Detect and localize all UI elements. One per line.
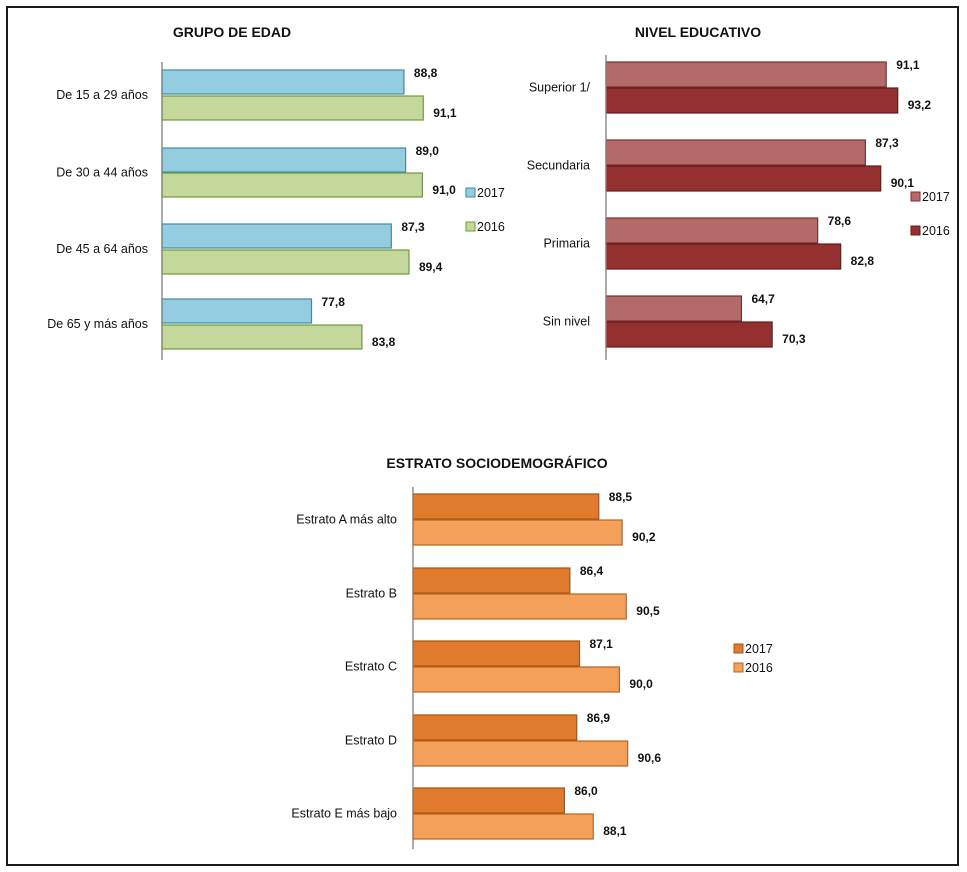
chart-1-category-label: De 15 a 29 años (56, 88, 148, 102)
chart-2-value-label-2016: 93,2 (908, 98, 932, 112)
chart-1-value-label-2017: 88,8 (414, 66, 438, 80)
chart-1-legend-label-2016: 2016 (477, 220, 505, 234)
chart-3-bar-2017 (412, 714, 578, 741)
chart-1-category-label: De 30 a 44 años (56, 166, 148, 180)
chart-2-bar-2017 (605, 295, 743, 322)
chart-2-bar-2017 (605, 139, 866, 166)
chart-1-legend-swatch-2017 (465, 187, 476, 198)
chart-1-category-label: De 65 y más años (47, 317, 148, 331)
chart-1-value-label-2016: 83,8 (372, 335, 396, 349)
chart-3-value-label-2016: 90,2 (632, 530, 656, 544)
chart-3-category-label: Estrato C (345, 660, 397, 674)
chart-1-legend-swatch-2016 (465, 221, 476, 232)
chart-1-bar-2016 (161, 172, 423, 198)
chart-2-value-label-2017: 91,1 (896, 58, 920, 72)
chart-2-legend-swatch-2016 (910, 225, 921, 236)
chart-1-value-label-2016: 89,4 (419, 260, 443, 274)
chart-1-bar-2017 (161, 223, 392, 249)
chart-3-value-label-2017: 86,9 (587, 711, 611, 725)
chart-3-value-label-2016: 90,6 (638, 751, 662, 765)
chart-3-bar-2016 (412, 740, 629, 767)
chart-3-legend-swatch-2016 (733, 662, 744, 673)
chart-3-bar-2016 (412, 519, 623, 546)
chart-2-category-label: Sin nivel (543, 315, 590, 329)
chart-3-bar-2017 (412, 493, 600, 520)
chart-1-value-label-2017: 87,3 (401, 220, 425, 234)
chart-1-bar-2017 (161, 69, 405, 95)
chart-3-category-label: Estrato D (345, 734, 397, 748)
chart-3-value-label-2016: 88,1 (603, 824, 627, 838)
chart-3-legend-label-2016: 2016 (745, 661, 773, 675)
chart-2-value-label-2017: 87,3 (875, 136, 899, 150)
chart-2-bar-2017 (605, 217, 819, 244)
chart-3-value-label-2017: 87,1 (589, 637, 613, 651)
chart-3-bar-2016 (412, 813, 594, 840)
chart-2-legend-swatch-2017 (910, 191, 921, 202)
chart-2-legend-label-2017: 2017 (922, 190, 950, 204)
chart-1-bar-2016 (161, 249, 410, 275)
chart-1-bar-2017 (161, 147, 407, 173)
chart-2-bar-2016 (605, 87, 899, 114)
chart-2-bar-2017 (605, 61, 887, 88)
chart-2-category-label: Superior 1/ (529, 81, 591, 95)
chart-3-title: ESTRATO SOCIODEMOGRÁFICO (386, 455, 607, 471)
chart-2-value-label-2017: 64,7 (751, 292, 775, 306)
chart-1-value-label-2017: 89,0 (416, 144, 440, 158)
chart-3-category-label: Estrato B (346, 587, 397, 601)
chart-2-bar-2016 (605, 243, 842, 270)
chart-1-bar-2016 (161, 324, 363, 350)
chart-3-bar-2016 (412, 666, 620, 693)
chart-1-category-label: De 45 a 64 años (56, 242, 148, 256)
chart-3-bar-2016 (412, 593, 627, 620)
chart-1-value-label-2016: 91,0 (432, 183, 456, 197)
chart-1-bar-2016 (161, 95, 424, 121)
chart-1-bar-2017 (161, 298, 313, 324)
chart-2-category-label: Primaria (543, 237, 590, 251)
chart-3-bar-2017 (412, 787, 565, 814)
chart-2-value-label-2016: 70,3 (782, 332, 806, 346)
chart-2-value-label-2016: 82,8 (851, 254, 875, 268)
chart-3-legend-label-2017: 2017 (745, 642, 773, 656)
chart-2-bar-2016 (605, 165, 882, 192)
chart-2-title: NIVEL EDUCATIVO (635, 24, 761, 40)
chart-3-bar-2017 (412, 640, 581, 667)
chart-2-bar-2016 (605, 321, 773, 348)
chart-2-category-label: Secundaria (527, 159, 590, 173)
chart-3-value-label-2017: 88,5 (609, 490, 633, 504)
chart-3-bar-2017 (412, 567, 571, 594)
chart-3-value-label-2017: 86,4 (580, 564, 604, 578)
chart-3-value-label-2016: 90,5 (636, 604, 660, 618)
chart-3-category-label: Estrato E más bajo (291, 807, 397, 821)
chart-1-title: GRUPO DE EDAD (173, 24, 291, 40)
chart-2-value-label-2016: 90,1 (891, 176, 915, 190)
chart-3-legend-swatch-2017 (733, 643, 744, 654)
chart-3-value-label-2017: 86,0 (574, 784, 598, 798)
chart-3-value-label-2016: 90,0 (629, 677, 653, 691)
chart-1-value-label-2017: 77,8 (322, 295, 346, 309)
chart-1-legend-label-2017: 2017 (477, 186, 505, 200)
chart-2-legend-label-2016: 2016 (922, 224, 950, 238)
chart-1-value-label-2016: 91,1 (433, 106, 457, 120)
chart-2-value-label-2017: 78,6 (828, 214, 852, 228)
chart-3-category-label: Estrato A más alto (296, 513, 397, 527)
